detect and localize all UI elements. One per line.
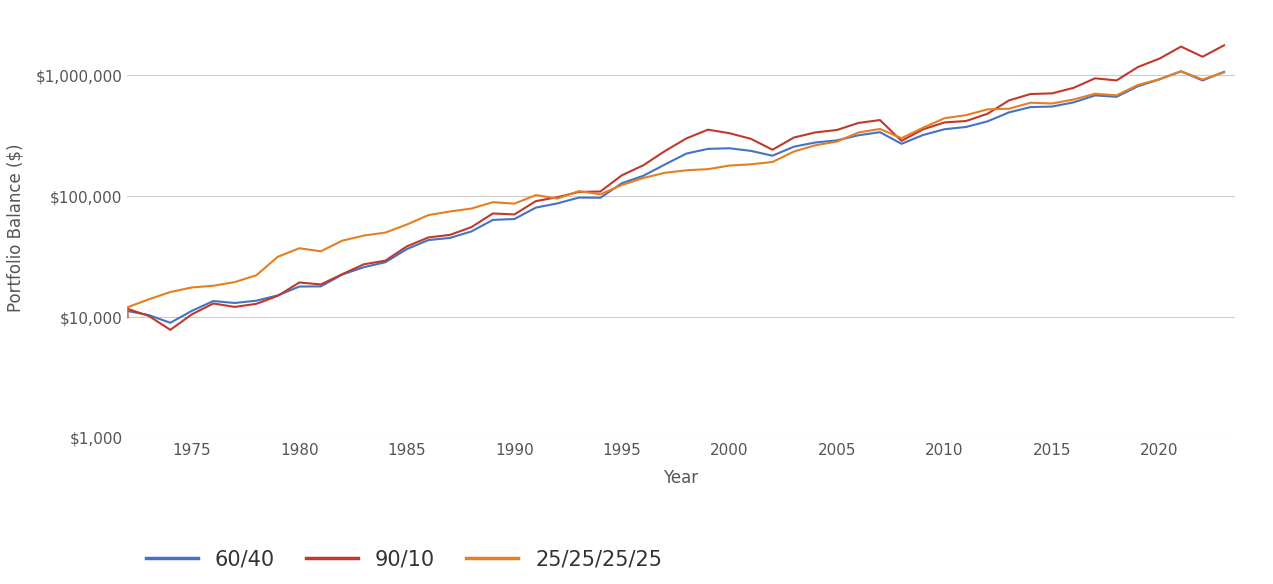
60/40 <box>1174 68 1189 75</box>
25/25/25/25 <box>743 161 759 168</box>
60/40 <box>787 143 802 150</box>
60/40 <box>163 319 178 326</box>
60/40 <box>421 237 437 244</box>
Line: 25/25/25/25: 25/25/25/25 <box>127 71 1225 317</box>
Line: 90/10: 90/10 <box>127 46 1225 330</box>
90/10 <box>1109 77 1124 84</box>
Y-axis label: Portfolio Balance ($): Portfolio Balance ($) <box>6 144 24 312</box>
25/25/25/25 <box>400 221 415 228</box>
90/10 <box>829 127 844 134</box>
90/10 <box>765 146 780 153</box>
25/25/25/25 <box>1217 69 1232 76</box>
90/10 <box>163 326 178 333</box>
25/25/25/25 <box>765 158 780 165</box>
60/40 <box>1217 68 1232 75</box>
60/40 <box>980 118 995 125</box>
60/40 <box>120 314 135 321</box>
90/10 <box>787 134 802 141</box>
Line: 60/40: 60/40 <box>127 71 1225 323</box>
90/10 <box>421 234 437 241</box>
60/40 <box>850 132 866 139</box>
90/10 <box>980 110 995 117</box>
25/25/25/25 <box>1087 91 1102 98</box>
X-axis label: Year: Year <box>663 469 699 487</box>
60/40 <box>765 152 780 159</box>
Legend: 60/40, 90/10, 25/25/25/25: 60/40, 90/10, 25/25/25/25 <box>137 541 671 578</box>
90/10 <box>120 314 135 321</box>
25/25/25/25 <box>959 112 974 119</box>
25/25/25/25 <box>1174 68 1189 75</box>
90/10 <box>1217 42 1232 49</box>
60/40 <box>829 137 844 144</box>
25/25/25/25 <box>808 142 824 149</box>
25/25/25/25 <box>120 314 135 321</box>
